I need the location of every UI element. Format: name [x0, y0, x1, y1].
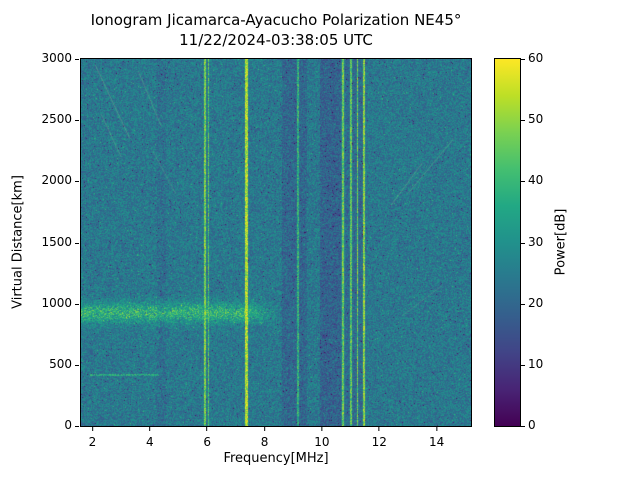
plot-area [80, 58, 472, 427]
colorbar-tick-mark [521, 303, 525, 305]
y-tick-label: 1000 [41, 295, 72, 310]
y-tick-label: 1500 [41, 234, 72, 249]
colorbar-tick-label: 30 [528, 234, 544, 249]
colorbar-tick-mark [521, 120, 525, 122]
x-tick: 8 [260, 427, 269, 450]
chart-title: Ionogram Jicamarca-Ayacucho Polarization… [90, 11, 462, 29]
x-tick-mark [264, 427, 266, 431]
colorbar-gradient [495, 59, 520, 426]
colorbar-tick-mark [521, 59, 525, 60]
x-tick-label: 6 [203, 435, 211, 449]
y-tick-label: 500 [49, 356, 72, 371]
colorbar-tick-mark [521, 181, 525, 183]
colorbar [494, 58, 521, 427]
ionogram-heatmap-canvas [81, 59, 471, 426]
y-tick-label: 2000 [41, 173, 72, 188]
colorbar-label: Power[dB] [553, 208, 569, 276]
chart-subtitle: 11/22/2024-03:38:05 UTC [179, 30, 373, 49]
x-tick: 14 [429, 427, 444, 450]
colorbar-tick-label: 50 [528, 112, 544, 127]
colorbar-tick-label: 10 [528, 356, 544, 371]
x-tick: 2 [88, 427, 97, 450]
y-tick-label: 2500 [41, 112, 72, 127]
y-tick-label: 0 [64, 418, 72, 432]
x-tick-mark [91, 427, 93, 431]
x-tick-mark [378, 427, 380, 431]
y-tick-mark [75, 426, 79, 427]
chart-header: Ionogram Jicamarca-Ayacucho Polarization… [80, 11, 472, 50]
x-tick-mark [436, 427, 438, 431]
colorbar-tick-mark [521, 426, 525, 427]
x-tick-label: 2 [88, 435, 97, 449]
y-tick-mark [75, 364, 79, 366]
y-tick-mark [75, 59, 79, 60]
x-tick-label: 4 [145, 435, 154, 449]
colorbar-tick-label: 40 [528, 173, 544, 188]
y-tick-label: 3000 [41, 51, 72, 65]
x-tick-mark [149, 427, 151, 431]
x-tick-label: 10 [314, 435, 330, 449]
colorbar-tick-label: 0 [528, 418, 536, 432]
y-tick-mark [75, 242, 79, 244]
y-tick-mark [75, 181, 79, 183]
x-tick-label: 12 [371, 435, 387, 449]
x-tick: 12 [372, 427, 387, 450]
x-tick-label: 8 [260, 435, 269, 449]
x-tick-label: 14 [428, 435, 445, 449]
y-tick-mark [75, 120, 79, 122]
x-axis-label: Frequency[MHz] [223, 451, 329, 466]
colorbar-tick-label: 60 [528, 51, 544, 65]
colorbar-tick-mark [521, 364, 525, 366]
x-tick: 6 [203, 427, 211, 450]
x-tick-mark [321, 427, 323, 431]
y-tick-mark [75, 303, 79, 305]
colorbar-tick-label: 20 [528, 295, 544, 310]
x-tick: 10 [314, 427, 330, 450]
x-tick: 4 [146, 427, 154, 450]
y-axis-label: Virtual Distance[km] [10, 175, 26, 309]
colorbar-tick-mark [521, 242, 525, 244]
x-tick-mark [206, 427, 208, 431]
